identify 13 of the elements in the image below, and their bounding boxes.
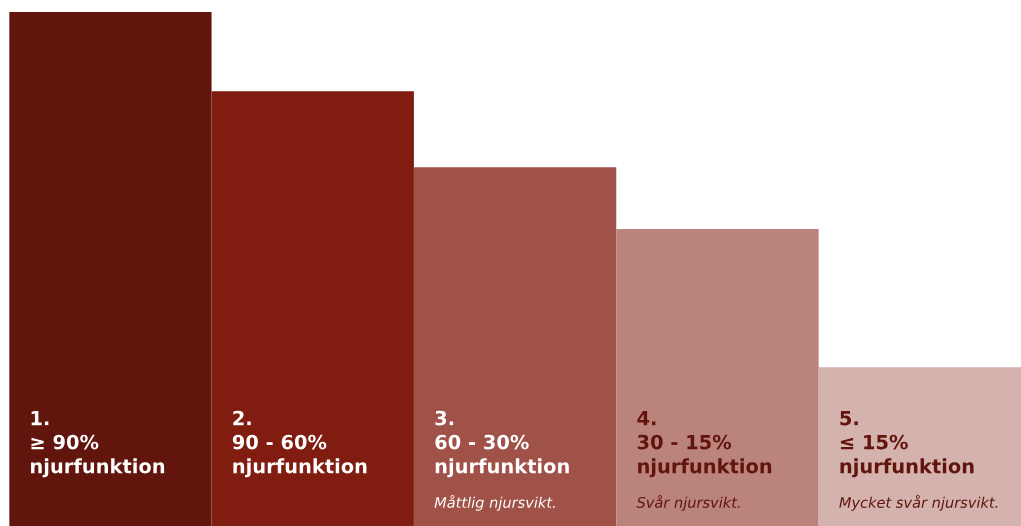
bar bbox=[9, 12, 212, 526]
bar bbox=[211, 91, 414, 526]
x-tick-label: 4. 30 - 15% njurfunktion bbox=[637, 410, 772, 478]
x-tick-label: 2. 90 - 60% njurfunktion bbox=[232, 410, 367, 478]
annotation: Mycket svår njursvikt. bbox=[839, 494, 998, 511]
x-tick-label: 5. ≤ 15% njurfunktion bbox=[840, 410, 974, 478]
annotation: Måttlig njursvikt. bbox=[434, 494, 555, 511]
x-tick-label: 3. 60 - 30% njurfunktion bbox=[435, 410, 569, 478]
bar bbox=[413, 167, 617, 526]
x-tick-label: 1. ≥ 90% njurfunktion bbox=[31, 410, 165, 478]
bar bbox=[818, 367, 1021, 526]
bar bbox=[616, 228, 819, 526]
annotation: Svår njursvikt. bbox=[636, 494, 740, 511]
